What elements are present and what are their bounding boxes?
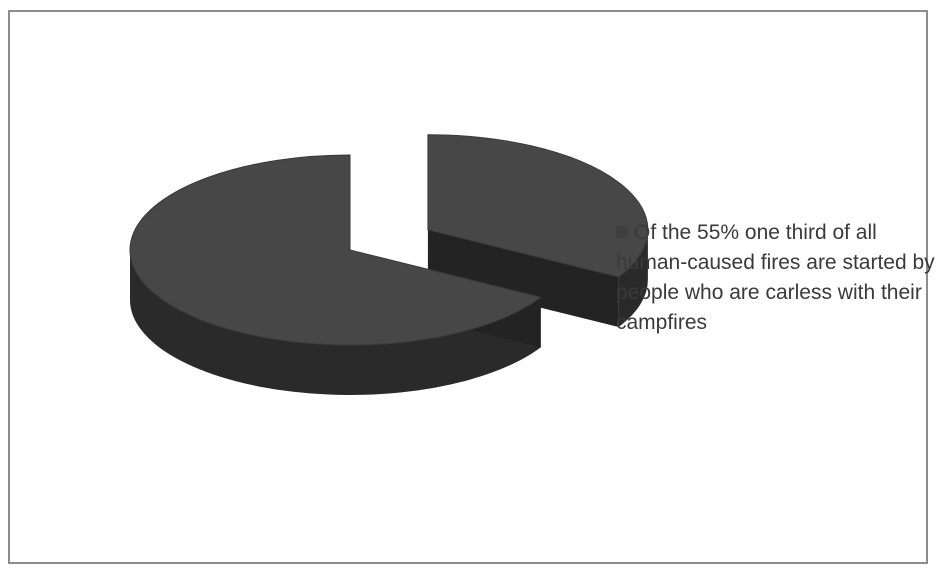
chart-legend: Of the 55% one third of all human-caused… bbox=[616, 218, 936, 338]
legend-swatch bbox=[616, 226, 628, 238]
legend-label: Of the 55% one third of all human-caused… bbox=[616, 221, 935, 334]
pie-slice-1 bbox=[129, 154, 542, 346]
pie-slice-side-1 bbox=[130, 250, 541, 396]
pie-slice-wall-0-1 bbox=[427, 229, 619, 328]
pie-slice-0 bbox=[427, 134, 649, 278]
